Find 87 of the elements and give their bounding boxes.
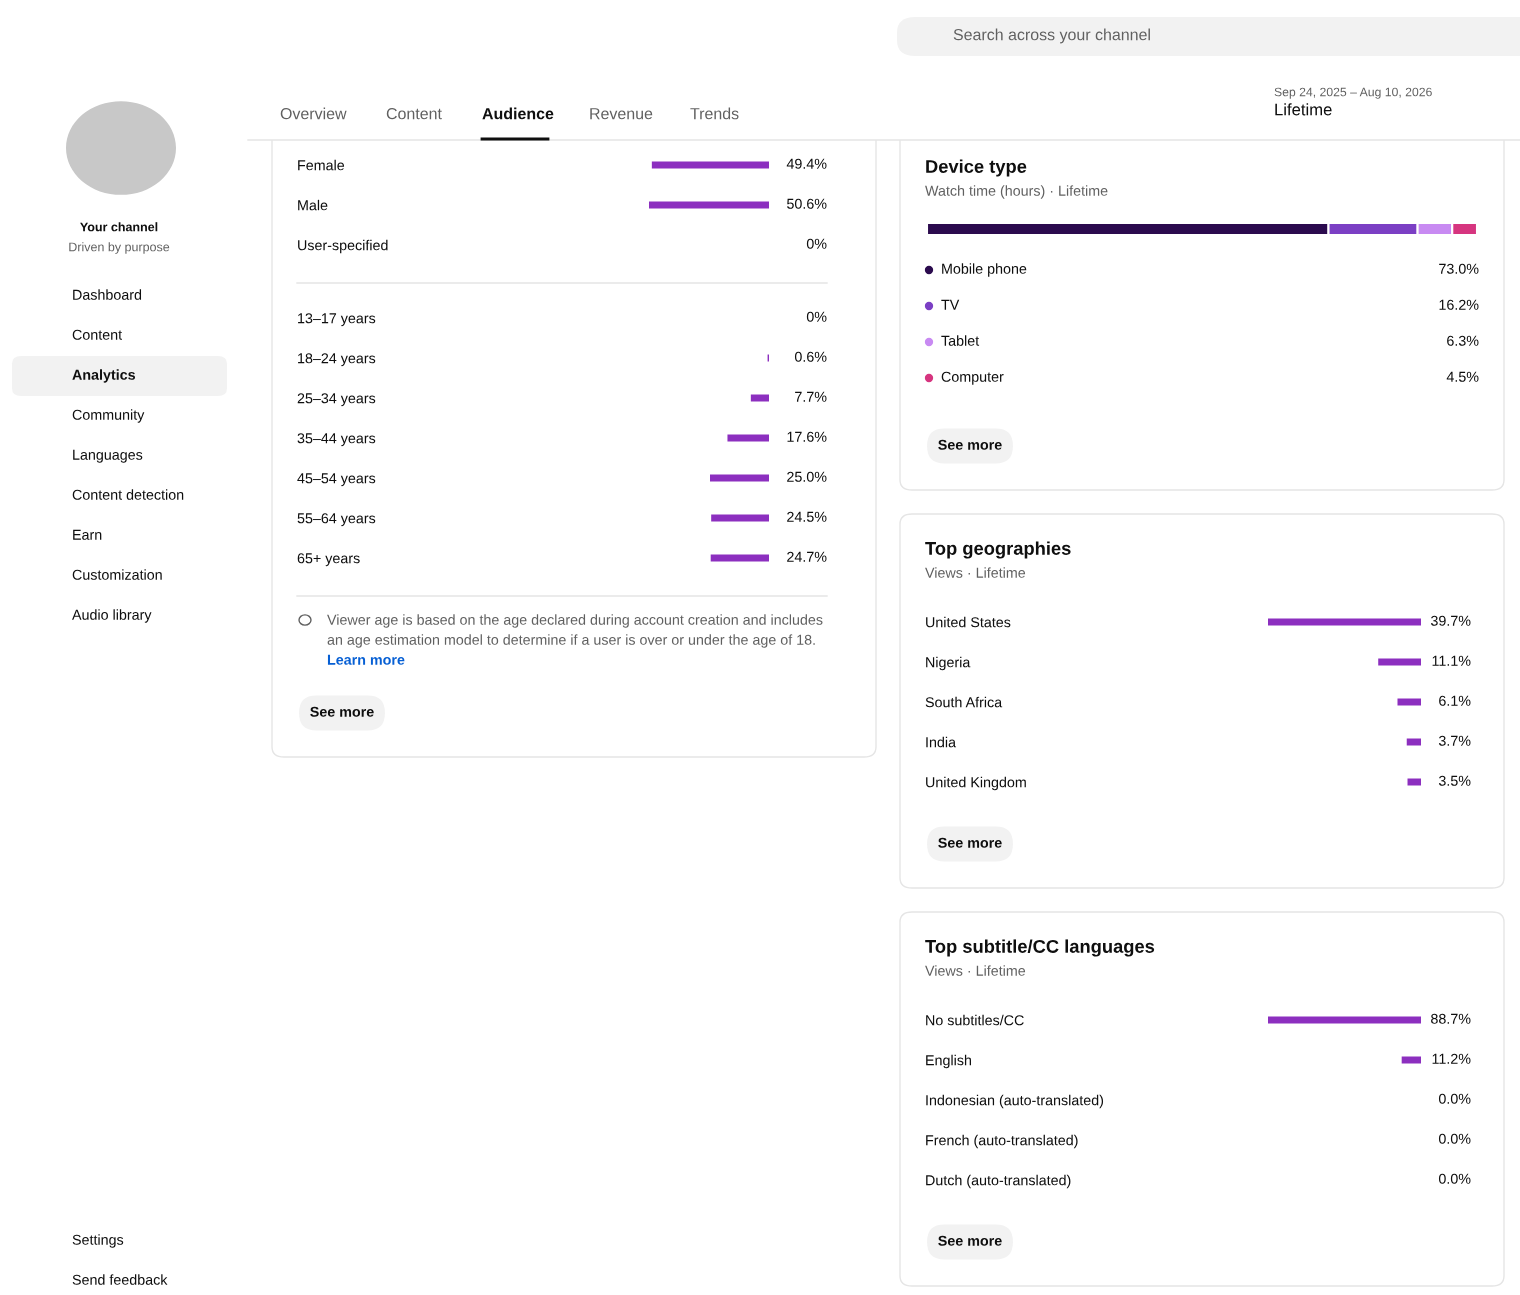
text: Search across your channel [953, 28, 1150, 44]
data-label: 24.5% [787, 511, 827, 522]
data-label: 39.7% [1430, 615, 1471, 626]
data-label: 0% [806, 311, 827, 322]
y-tick-label: English [926, 1054, 971, 1069]
y-tick-label: Nigeria [926, 656, 971, 671]
data-label: 11.1% [1432, 655, 1471, 666]
text: Lifetime [1275, 103, 1332, 116]
text: Trends [690, 107, 739, 120]
bar [1378, 658, 1421, 666]
legend-label: Tablet [941, 335, 980, 346]
data-label: 88.7% [1431, 1013, 1471, 1024]
y-tick-label: French (auto-translated) [926, 1134, 1078, 1149]
text: Send feedback [72, 1274, 168, 1285]
text: Audio library [72, 609, 152, 623]
text: Customization [72, 569, 162, 580]
legend-label: Computer [941, 371, 1004, 385]
data-label: 0.6% [794, 351, 827, 362]
text: Dashboard [73, 289, 142, 300]
text: 6.3% [1447, 335, 1479, 346]
text: Learn more [327, 654, 405, 665]
chart-title: Device type [926, 159, 1027, 177]
y-tick-label: United States [926, 616, 1011, 628]
text: Settings [72, 1234, 124, 1248]
y-tick-label: 25–34 years [297, 393, 376, 407]
text: See more [938, 1235, 1002, 1246]
data-label: 0% [806, 238, 827, 249]
text: See more [938, 439, 1002, 450]
y-tick-label: 65+ years [297, 553, 360, 567]
bar [710, 554, 769, 562]
text: Content detection [72, 489, 184, 500]
text: Top subtitle/CC languages [925, 939, 1155, 957]
y-tick-label: 35–44 years [297, 433, 376, 447]
bar [1406, 738, 1421, 746]
text: Audience [482, 107, 554, 120]
chart-subtitle: Watch time (hours) · Lifetime [925, 185, 1108, 199]
text: Earn [73, 529, 102, 540]
data-label: 24.7% [787, 551, 827, 562]
y-tick-label: 13–17 years [298, 313, 376, 327]
data-label: 25.0% [787, 471, 827, 482]
bar [727, 434, 769, 442]
data-label: 0.0% [1438, 1093, 1471, 1104]
text: Your channel [80, 222, 158, 232]
text: Viewer age is based on the age declared during account creation and includes [327, 614, 823, 628]
data-label: 0.0% [1438, 1133, 1471, 1144]
data-label: 11.2% [1432, 1053, 1471, 1064]
bar [711, 514, 769, 522]
text: Content [386, 107, 442, 120]
text: Views · Lifetime [925, 567, 1026, 578]
text: Top geographies [925, 541, 1071, 559]
text: Sep 24, 2025 – Aug 10, 2026 [1274, 87, 1432, 99]
text: Overview [280, 107, 347, 120]
text: See more [310, 706, 374, 717]
y-tick-label: Dutch (auto-translated) [926, 1174, 1071, 1189]
data-label: 17.6% [787, 431, 827, 442]
text: Revenue [590, 108, 653, 120]
text: Content [72, 329, 122, 340]
y-tick-label: United Kingdom [926, 776, 1026, 791]
series-label: Mobile phone [942, 263, 1027, 277]
text: See more [938, 837, 1002, 848]
data-label: 7.7% [795, 391, 827, 402]
data-label: 0.0% [1438, 1173, 1471, 1184]
text: 4.5% [1446, 371, 1479, 382]
text: Driven by purpose [69, 242, 170, 254]
text: Languages [73, 449, 143, 463]
y-tick-label: South Africa [925, 696, 1003, 708]
y-tick-label: India [926, 736, 957, 748]
text: an age estimation model to determine if a user is over or under the age of 18. [327, 634, 815, 648]
y-tick-label: Female [298, 159, 345, 171]
data-label: 3.5% [1438, 775, 1471, 786]
data-label: 6.1% [1439, 695, 1471, 706]
y-tick-label: 45–54 years [297, 473, 376, 487]
text: 73.0% [1439, 263, 1479, 274]
y-tick-label: No subtitles/CC [926, 1014, 1024, 1026]
text: Analytics [72, 369, 136, 383]
text: Views · Lifetime [925, 965, 1026, 976]
y-tick-label: 55–64 years [297, 513, 376, 527]
data-label: 3.7% [1438, 735, 1471, 746]
y-tick-label: Indonesian (auto-translated) [926, 1094, 1104, 1109]
data-label: 49.4% [786, 158, 827, 169]
y-tick-label: Male [298, 199, 328, 211]
y-tick-label: User-specified [298, 239, 388, 254]
text: 16.2% [1439, 299, 1479, 310]
legend-label: TV [941, 299, 960, 310]
text: Community [72, 409, 145, 423]
y-tick-label: 18–24 years [298, 353, 376, 367]
data-label: 50.6% [787, 198, 827, 209]
